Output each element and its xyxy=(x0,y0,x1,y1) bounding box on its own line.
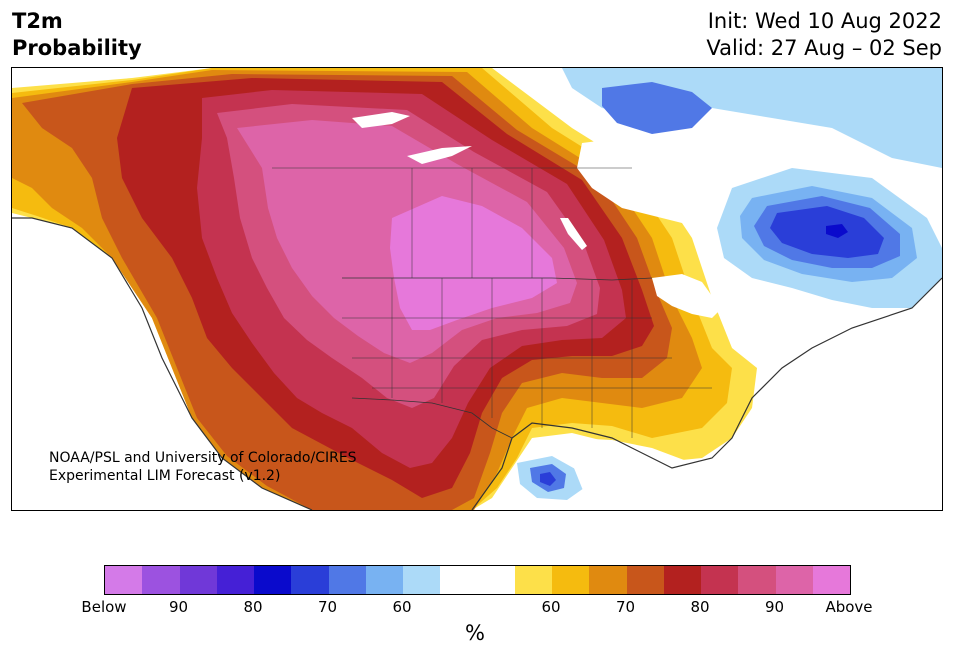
colorbar-tick-label: 60 xyxy=(541,598,561,616)
colorbar-tick-label: 70 xyxy=(317,598,338,616)
colorbar xyxy=(104,565,851,595)
colorbar-segment xyxy=(626,566,664,594)
title-line-product: Probability xyxy=(12,36,142,60)
great-lakes xyxy=(652,274,722,318)
colorbar-segment xyxy=(365,566,403,594)
colorbar-segment xyxy=(328,566,366,594)
colorbar-segments xyxy=(105,566,850,594)
map-title: T2m Probability xyxy=(12,8,142,62)
us-mexico-border xyxy=(351,397,513,439)
band-below-80-east xyxy=(826,224,848,238)
us-canada-border xyxy=(342,277,653,281)
atlantic-ocean xyxy=(712,308,942,510)
colorbar-tick-label: Above xyxy=(825,598,873,616)
colorbar-segment xyxy=(552,566,590,594)
colorbar-segment xyxy=(514,566,552,594)
colorbar-segment xyxy=(775,566,813,594)
colorbar-segment xyxy=(216,566,254,594)
colorbar-ticks: Below 90 80 70 60 60 70 80 90 Above xyxy=(81,598,872,618)
colorbar-segment xyxy=(812,566,850,594)
colorbar-segment xyxy=(291,566,329,594)
map-canvas xyxy=(12,68,942,510)
colorbar-tick-label: 90 xyxy=(764,598,785,616)
colorbar-segment xyxy=(254,566,292,594)
forecast-dates: Init: Wed 10 Aug 2022 Valid: 27 Aug – 02… xyxy=(706,8,942,62)
colorbar-tick-label: 90 xyxy=(168,598,189,616)
valid-range: Valid: 27 Aug – 02 Sep xyxy=(706,36,942,60)
colorbar-segment xyxy=(105,566,143,594)
arctic-lake-1 xyxy=(352,112,410,128)
title-line-variable: T2m xyxy=(12,9,63,33)
credit-line-model: Experimental LIM Forecast (v1.2) xyxy=(49,468,281,484)
probability-map xyxy=(11,67,943,511)
band-above-max xyxy=(390,196,557,330)
colorbar-tick-label: 60 xyxy=(392,598,412,616)
colorbar-tick-label: Below xyxy=(81,598,127,616)
colorbar-unit: % xyxy=(465,621,485,645)
hudson-bay xyxy=(577,138,717,228)
colorbar-segment xyxy=(477,566,515,594)
pacific-ocean xyxy=(12,228,302,510)
colorbar-tick-label: 80 xyxy=(243,598,263,616)
colorbar-tick-label: 80 xyxy=(690,598,710,616)
colorbar-segment xyxy=(589,566,627,594)
band-below-65-north xyxy=(602,82,712,134)
state-borders xyxy=(272,167,712,438)
colorbar-segment xyxy=(403,566,441,594)
init-date: Init: Wed 10 Aug 2022 xyxy=(707,9,942,33)
arctic-lake-2 xyxy=(407,146,472,164)
colorbar-segment xyxy=(179,566,217,594)
colorbar-segment xyxy=(663,566,701,594)
coastline xyxy=(12,217,942,510)
credit-line-org: NOAA/PSL and University of Colorado/CIRE… xyxy=(49,450,357,466)
colorbar-segment xyxy=(701,566,739,594)
colorbar-segment xyxy=(738,566,776,594)
colorbar-segment xyxy=(142,566,180,594)
band-below-70-mexico xyxy=(540,472,556,486)
colorbar-tick-label: 70 xyxy=(615,598,636,616)
lake-winnipeg xyxy=(560,218,587,250)
colorbar-segment xyxy=(440,566,478,594)
credit-text: NOAA/PSL and University of Colorado/CIRE… xyxy=(49,449,357,485)
gulf-of-mexico xyxy=(572,438,712,510)
